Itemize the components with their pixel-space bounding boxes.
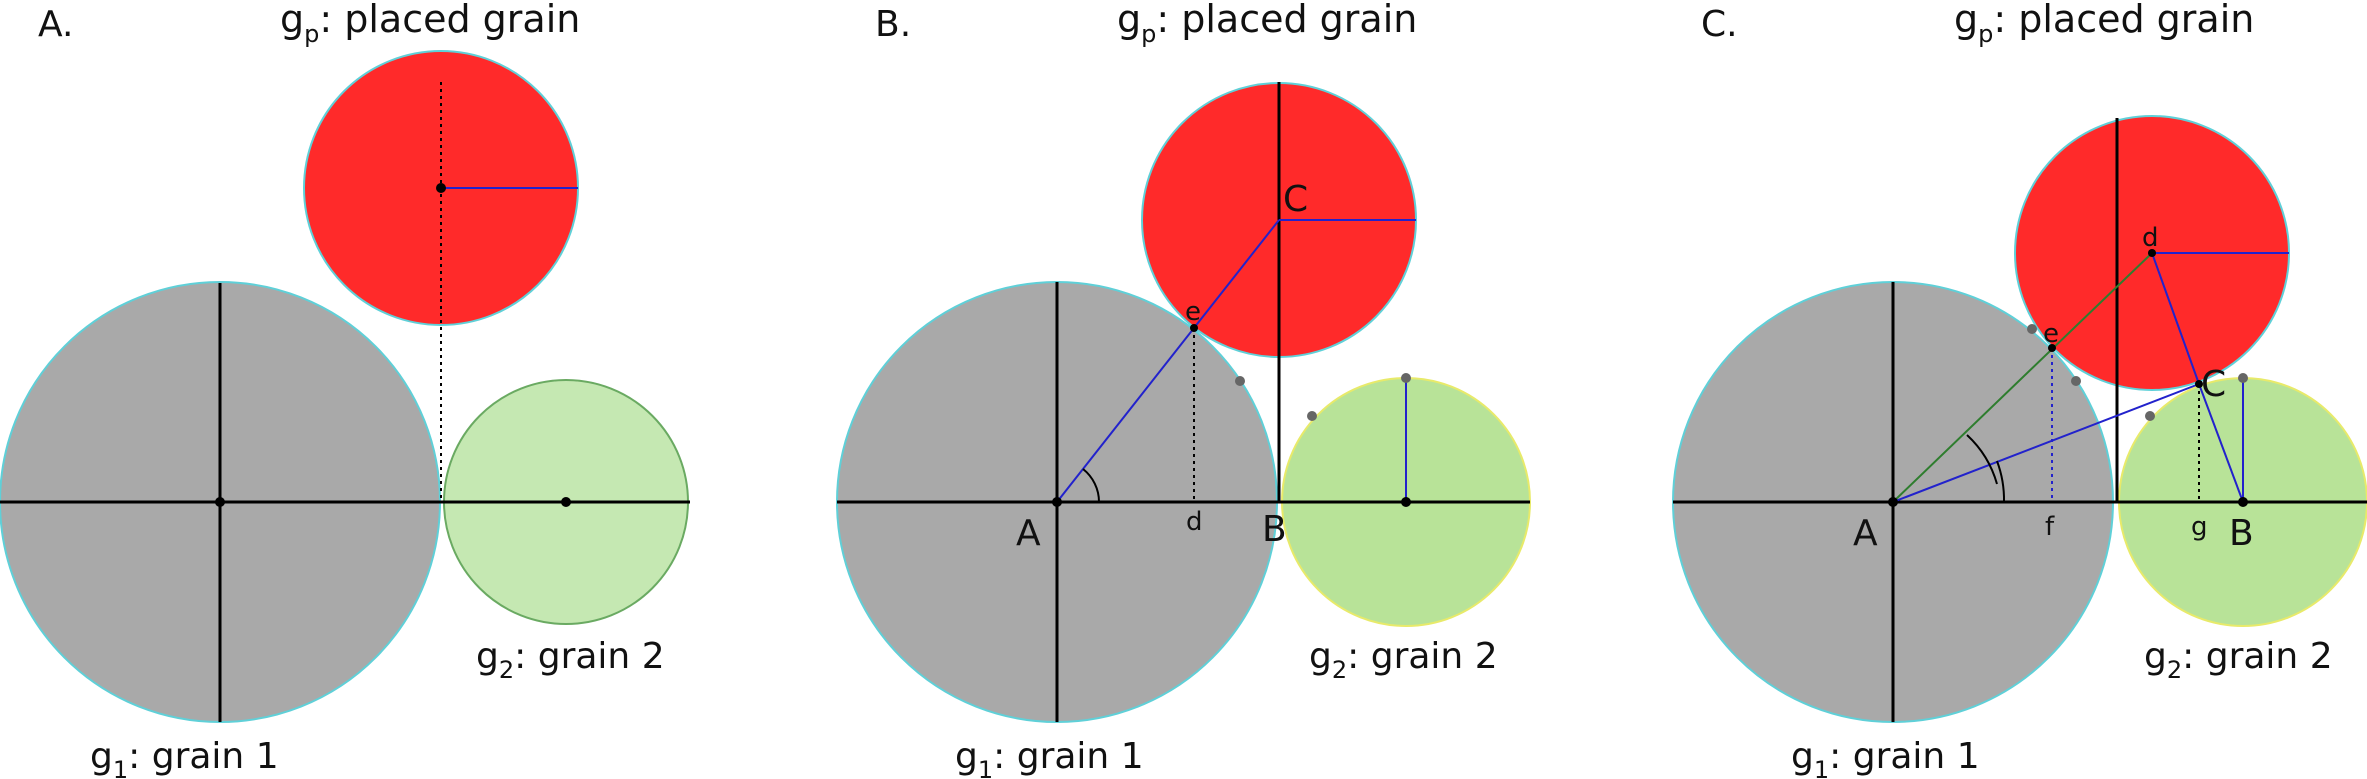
- grain-1-label: g1: grain 1: [90, 736, 279, 779]
- grain-1-center: [215, 497, 225, 507]
- panel-a-title: gp: placed grain: [280, 0, 580, 48]
- grain-2-center: [561, 497, 571, 507]
- grain-2-center: [1401, 497, 1411, 507]
- grain-2-top-marker: [1401, 373, 1411, 383]
- grain-2-label: g2: grain 2: [476, 636, 665, 684]
- point-e-label: e: [1185, 297, 1201, 327]
- panel-b-label: B.: [875, 4, 911, 45]
- point-e-marker: [2048, 344, 2056, 352]
- point-c-label: C: [1283, 179, 1308, 220]
- point-d-label: d: [2142, 223, 2159, 253]
- point-g-label: g: [2191, 512, 2208, 542]
- grain-1-label: g1: grain 1: [1791, 736, 1980, 779]
- point-a-label: A: [1016, 513, 1041, 554]
- point-e-marker: [1190, 324, 1198, 332]
- point-a-marker: [1052, 497, 1062, 507]
- segment-d-c: [2151, 252, 2200, 385]
- panel-a: A. gp: placed grain g2: grain 2 g1: grai…: [0, 0, 690, 779]
- point-c-marker: [2195, 380, 2203, 388]
- grain-2-top-marker: [2238, 373, 2248, 383]
- segment-c-b: [2198, 383, 2244, 503]
- point-c-label: C: [2201, 364, 2226, 405]
- point-d-marker: [2148, 249, 2156, 257]
- contact-marker-3: [2145, 411, 2155, 421]
- panel-c: C. gp: placed grain A B C d e f g: [1672, 0, 2367, 779]
- placed-grain-center: [436, 183, 446, 193]
- point-a-marker: [1888, 497, 1898, 507]
- contact-marker-2: [2071, 376, 2081, 386]
- point-d-label: d: [1186, 507, 1203, 537]
- segment-a-c: [1892, 383, 2200, 503]
- angle-arc: [1082, 468, 1100, 503]
- panel-c-title: gp: placed grain: [1954, 0, 2254, 48]
- grain-2-label: g2: grain 2: [1309, 636, 1498, 684]
- panel-b-title: gp: placed grain: [1117, 0, 1417, 48]
- point-b-label: B: [2229, 513, 2254, 554]
- point-a-label: A: [1853, 513, 1878, 554]
- panel-a-label: A.: [38, 4, 73, 45]
- grain-1-label: g1: grain 1: [955, 736, 1144, 779]
- contact-marker-2: [1307, 411, 1317, 421]
- segment-a-d: [1892, 252, 2153, 503]
- contact-marker-1: [2027, 324, 2037, 334]
- contact-marker-1: [1235, 376, 1245, 386]
- point-f-label: f: [2045, 512, 2055, 542]
- panel-c-label: C.: [1701, 4, 1738, 45]
- angle-arc-inner: [1966, 434, 1998, 485]
- point-e-label: e: [2043, 319, 2059, 349]
- grain-2-label: g2: grain 2: [2144, 636, 2333, 684]
- panel-b: B. gp: placed grain A B C d e g2: grain …: [836, 0, 1531, 779]
- segment-a-c: [1056, 219, 1280, 503]
- angle-arc-outer: [1996, 460, 2006, 503]
- point-b-label: B: [1262, 509, 1287, 550]
- point-b-marker: [2238, 497, 2248, 507]
